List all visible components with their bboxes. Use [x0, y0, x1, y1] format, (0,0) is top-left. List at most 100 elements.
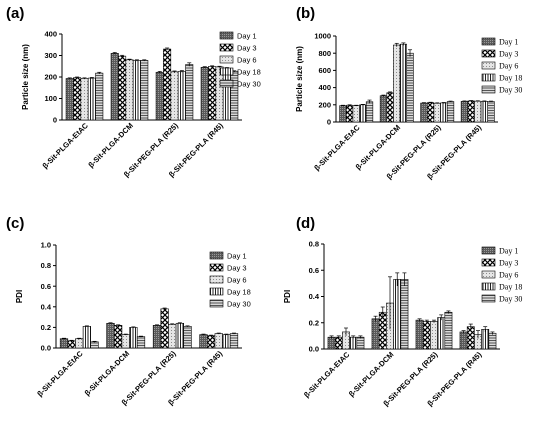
bar: [170, 71, 179, 121]
y-tick-label: 0: [53, 116, 57, 125]
legend-label: Day 30: [499, 86, 522, 95]
panel-d: (d) 0.0 0.2 0.4 0.6 0.8 PDI β-Sit-PLGA-EtACβ-Si…: [283, 215, 522, 408]
bar: [59, 338, 69, 349]
bar: [426, 102, 435, 123]
bar: [349, 336, 358, 350]
bar: [446, 101, 455, 123]
legend-swatch: [219, 67, 234, 76]
y-tick-label: 0: [327, 118, 331, 127]
bar: [67, 340, 76, 349]
y-tick-label: 600: [318, 66, 331, 75]
y-tick-label: 0.0: [41, 344, 51, 353]
bar: [422, 321, 431, 350]
bar: [222, 334, 231, 349]
legend-swatch: [219, 43, 234, 52]
panel-letter: (a): [6, 5, 24, 22]
bar: [433, 102, 441, 123]
legend-label: Day 18: [499, 283, 522, 292]
bar: [400, 279, 409, 350]
legend-swatch: [209, 299, 224, 308]
bar: [125, 59, 134, 121]
y-tick-label: 0.0: [309, 345, 319, 354]
x-tick-label: β-Sit-PLGA-DCM: [86, 121, 134, 169]
y-tick-label: 800: [318, 49, 331, 58]
legend-label: Day 6: [227, 276, 247, 285]
legend-label: Day 30: [227, 300, 251, 309]
y-tick-label: 0.6: [309, 266, 319, 275]
legend-swatch: [209, 275, 224, 284]
y-tick-label: 0.6: [41, 282, 51, 291]
y-tick-label: 1000: [314, 32, 331, 41]
bar: [481, 329, 490, 350]
bar: [222, 67, 231, 121]
bar: [359, 104, 367, 123]
bar: [183, 326, 192, 349]
y-tick-label: 0.2: [41, 323, 51, 332]
bar: [339, 105, 347, 123]
bar: [95, 72, 104, 121]
bar: [487, 101, 495, 123]
bar: [129, 327, 138, 349]
bar: [415, 319, 424, 350]
bar: [399, 43, 408, 123]
bar: [437, 317, 446, 350]
bar: [474, 100, 482, 123]
bar: [163, 48, 172, 121]
legend-swatch: [481, 73, 496, 82]
legend-swatch: [481, 37, 496, 46]
bar: [386, 92, 394, 123]
y-tick-label: 0.4: [309, 292, 320, 301]
panel-letter: (d): [296, 215, 315, 232]
legend-label: Day 1: [237, 32, 257, 41]
bar: [229, 333, 239, 349]
legend-label: Day 3: [227, 264, 247, 273]
legend-swatch: [481, 246, 496, 255]
bar: [440, 102, 448, 123]
legend-label: Day 30: [237, 80, 261, 89]
y-tick-label: 0.4: [41, 302, 52, 311]
legend-label: Day 3: [499, 259, 518, 268]
bar: [175, 322, 184, 349]
bar: [379, 95, 388, 123]
legend-label: Day 3: [237, 44, 257, 53]
bar: [393, 44, 401, 123]
y-tick-label: 200: [44, 73, 57, 82]
panel-letter: (b): [296, 5, 315, 22]
bar: [371, 318, 380, 350]
legend-label: Day 1: [227, 252, 247, 261]
y-tick-label: 1.0: [41, 241, 51, 250]
bar: [420, 102, 428, 123]
x-tick-label: β-Sit-PLGA-EtAC: [302, 350, 352, 400]
bar: [114, 325, 123, 349]
bar: [200, 67, 209, 121]
bar: [393, 279, 402, 350]
bar: [406, 52, 414, 123]
bar: [106, 322, 115, 349]
panel-a: (a) 0 100 200 300 400 Particle size (nm) β-Sit-…: [6, 5, 261, 179]
bar: [73, 77, 82, 121]
bar: [65, 78, 74, 121]
bar: [459, 331, 468, 350]
bar: [356, 336, 365, 350]
bar: [365, 101, 374, 123]
bar: [430, 321, 438, 350]
legend-swatch: [481, 85, 496, 94]
bar: [214, 333, 223, 349]
bar: [207, 335, 216, 349]
panel-c: (c) 0.0 0.2 0.4 0.6 0.8 1.0 PDI β-Sit-PLGA-EtACβ…: [6, 215, 251, 407]
legend-label: Day 6: [499, 271, 518, 280]
bar: [480, 101, 489, 123]
y-axis-label: PDI: [15, 290, 24, 303]
bar: [185, 64, 194, 121]
bar: [488, 332, 497, 350]
x-tick-label: β-Sit-PLGA-EtAC: [35, 349, 85, 399]
bar: [460, 101, 469, 123]
y-tick-label: 0.2: [309, 318, 319, 327]
bar: [334, 336, 343, 350]
y-tick-label: 0.8: [41, 261, 51, 270]
bar: [82, 326, 91, 349]
bar: [152, 325, 162, 349]
y-tick-label: 400: [318, 83, 331, 92]
